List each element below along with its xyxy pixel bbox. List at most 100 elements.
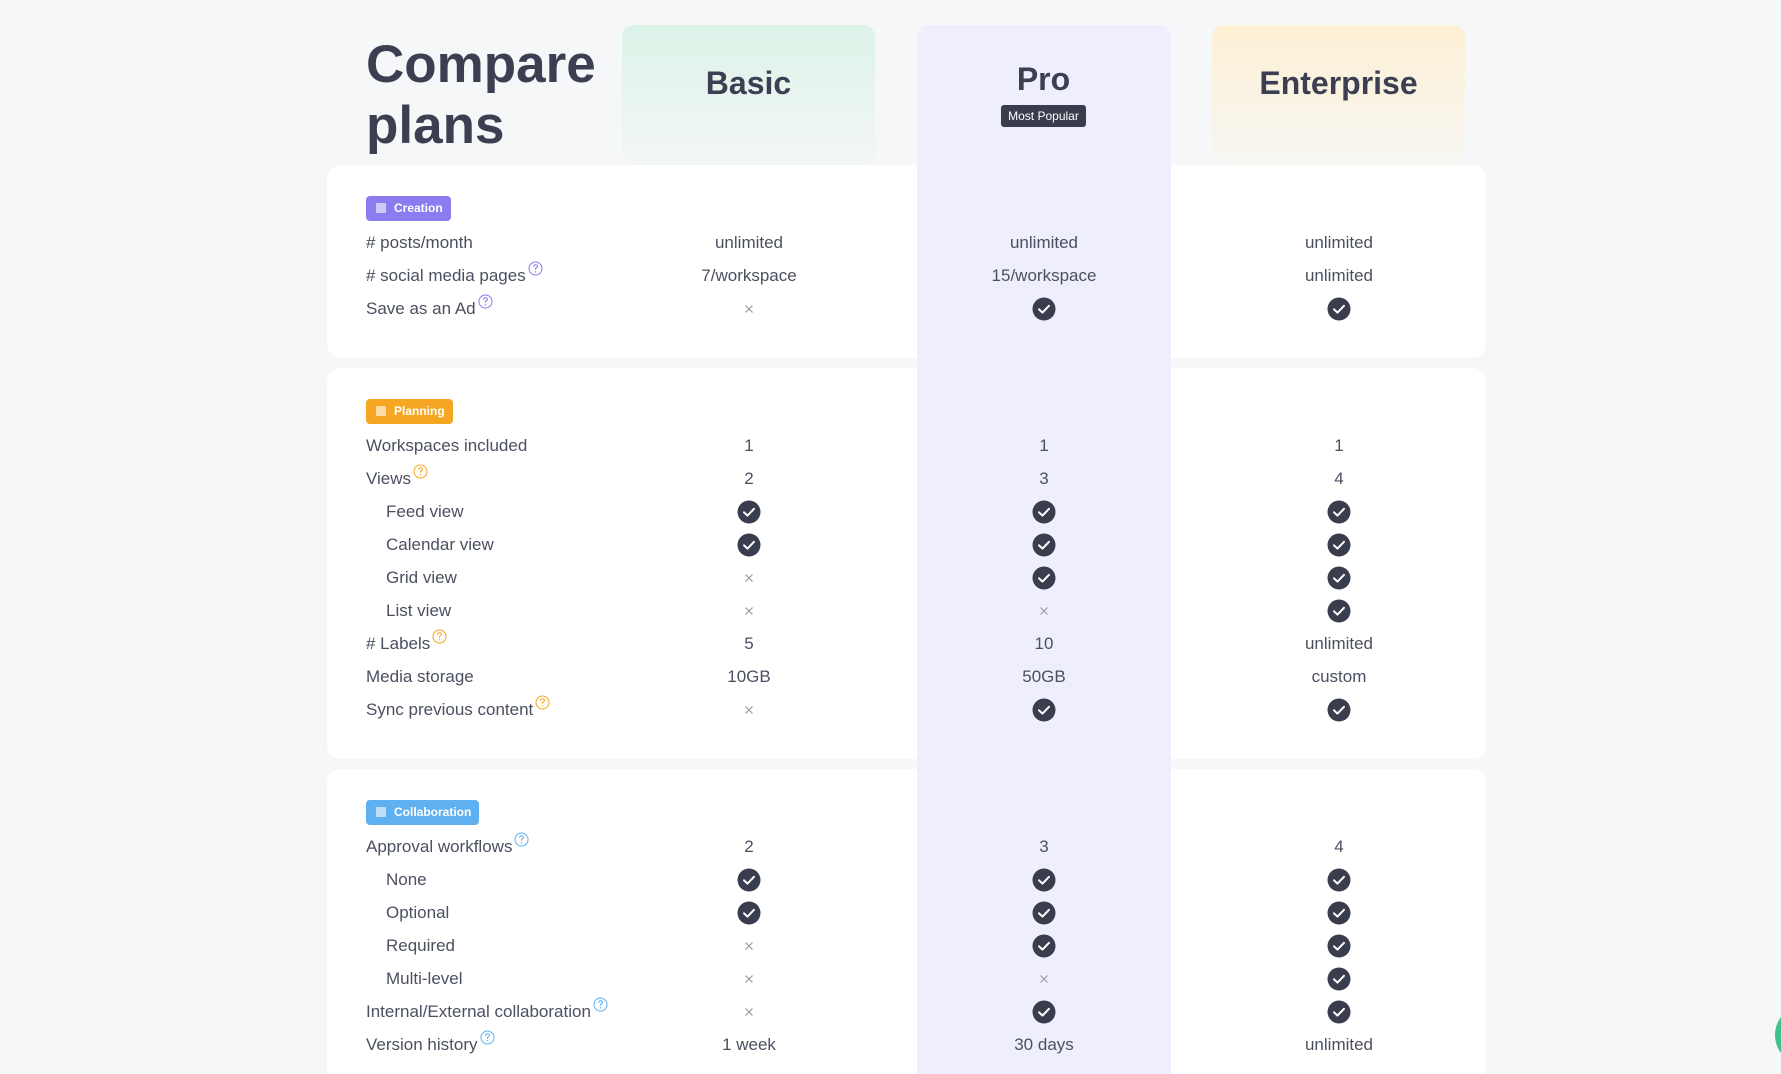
page-title: Compare plans bbox=[366, 35, 596, 155]
row-label: Calendar view bbox=[386, 535, 494, 554]
row-label: Internal/External collaboration bbox=[366, 997, 608, 1022]
check-icon bbox=[1327, 868, 1351, 892]
cross-icon bbox=[745, 706, 753, 714]
help-icon bbox=[432, 629, 447, 644]
check-icon bbox=[1327, 934, 1351, 958]
cell-value: 2 bbox=[744, 837, 754, 856]
cell-value: unlimited bbox=[1304, 1035, 1374, 1054]
help-icon bbox=[480, 1030, 494, 1045]
help-icon bbox=[528, 261, 543, 276]
check-icon bbox=[1327, 599, 1351, 623]
row-label: Optional bbox=[386, 903, 450, 922]
cell-value: 50GB bbox=[1022, 667, 1066, 686]
cell-value: 4 bbox=[1334, 469, 1344, 488]
plan-card: Basic bbox=[622, 25, 875, 165]
row-label: Media storage bbox=[366, 667, 474, 686]
row-label: # Labels bbox=[366, 629, 447, 654]
cell-value: 3 bbox=[1039, 837, 1049, 856]
cell-value: 1 bbox=[1039, 436, 1049, 455]
row-label: Version history bbox=[366, 1030, 495, 1055]
cross-icon bbox=[1040, 975, 1048, 983]
check-icon bbox=[1032, 934, 1056, 958]
check-icon bbox=[737, 901, 761, 925]
check-icon bbox=[1032, 1000, 1056, 1024]
cell-value: 10 bbox=[1034, 634, 1054, 653]
badge-icon bbox=[376, 807, 386, 817]
cell-value: 1 week bbox=[722, 1035, 776, 1054]
cell-value: unlimited bbox=[1304, 233, 1374, 252]
cross-icon bbox=[745, 1008, 753, 1016]
cell-value: 3 bbox=[1039, 469, 1049, 488]
cross-icon bbox=[745, 574, 753, 582]
check-icon bbox=[737, 533, 761, 557]
row-label: Grid view bbox=[386, 568, 457, 587]
check-icon bbox=[1032, 868, 1056, 892]
plan-card: Pro Most Popular bbox=[917, 25, 1170, 165]
section-card bbox=[327, 769, 1486, 1074]
badge-icon bbox=[376, 406, 386, 416]
cross-icon bbox=[745, 942, 753, 950]
cell-value: 1 bbox=[1334, 436, 1344, 455]
row-label: Save as an Ad bbox=[366, 294, 493, 319]
check-icon bbox=[1032, 297, 1056, 321]
row-label: List view bbox=[386, 601, 452, 620]
cross-icon bbox=[745, 975, 753, 983]
cross-icon bbox=[1040, 607, 1048, 615]
plan-name: Pro bbox=[1016, 61, 1071, 97]
check-icon bbox=[1327, 533, 1351, 557]
help-icon bbox=[478, 294, 493, 309]
section-badge: Creation bbox=[366, 196, 451, 221]
cell-value: unlimited bbox=[1009, 233, 1079, 252]
row-label: Workspaces included bbox=[366, 436, 528, 455]
section-badge: Planning bbox=[366, 399, 453, 424]
row-label: # posts/month bbox=[366, 233, 473, 252]
check-icon bbox=[1327, 1000, 1351, 1024]
check-icon bbox=[1032, 698, 1056, 722]
help-icon bbox=[413, 464, 428, 479]
cell-value: 30 days bbox=[1014, 1035, 1074, 1054]
cell-value: 4 bbox=[1334, 837, 1344, 856]
plan-name: Enterprise bbox=[1259, 65, 1418, 101]
badge-icon bbox=[376, 203, 386, 213]
check-icon bbox=[1327, 500, 1351, 524]
cell-value: 1 bbox=[744, 436, 754, 455]
row-label: None bbox=[386, 870, 427, 889]
check-icon bbox=[1327, 967, 1351, 991]
cross-icon bbox=[745, 305, 753, 313]
section-card bbox=[327, 368, 1486, 759]
help-icon bbox=[514, 832, 529, 847]
check-icon bbox=[1327, 698, 1351, 722]
check-icon bbox=[1032, 500, 1056, 524]
cell-value: unlimited bbox=[1304, 266, 1374, 285]
help-icon bbox=[593, 997, 608, 1012]
plan-card: Enterprise bbox=[1212, 25, 1465, 165]
check-icon bbox=[1032, 566, 1056, 590]
cross-icon bbox=[745, 607, 753, 615]
cell-value: custom bbox=[1311, 667, 1367, 686]
row-label: Views bbox=[366, 464, 428, 489]
chat-button[interactable] bbox=[1775, 1005, 1781, 1065]
row-label: Sync previous content bbox=[366, 695, 550, 720]
section-badge: Collaboration bbox=[366, 800, 480, 825]
check-icon bbox=[737, 868, 761, 892]
cell-value: 2 bbox=[744, 469, 754, 488]
popular-badge: Most Popular bbox=[1001, 105, 1086, 127]
check-icon bbox=[1327, 901, 1351, 925]
check-icon bbox=[1032, 533, 1056, 557]
check-icon bbox=[1032, 901, 1056, 925]
help-icon bbox=[535, 695, 550, 710]
plan-name: Basic bbox=[705, 65, 792, 101]
row-label: Required bbox=[386, 936, 455, 955]
check-icon bbox=[1327, 297, 1351, 321]
cell-value: 15/workspace bbox=[991, 266, 1097, 285]
row-label: Approval workflows bbox=[366, 832, 529, 857]
row-label: # social media pages bbox=[366, 261, 543, 286]
cell-value: unlimited bbox=[1304, 634, 1374, 653]
cell-value: 10GB bbox=[727, 667, 771, 686]
section-card bbox=[327, 165, 1486, 358]
check-icon bbox=[1327, 566, 1351, 590]
check-icon bbox=[737, 500, 761, 524]
row-label: Feed view bbox=[386, 502, 464, 521]
cell-value: 5 bbox=[744, 634, 754, 653]
